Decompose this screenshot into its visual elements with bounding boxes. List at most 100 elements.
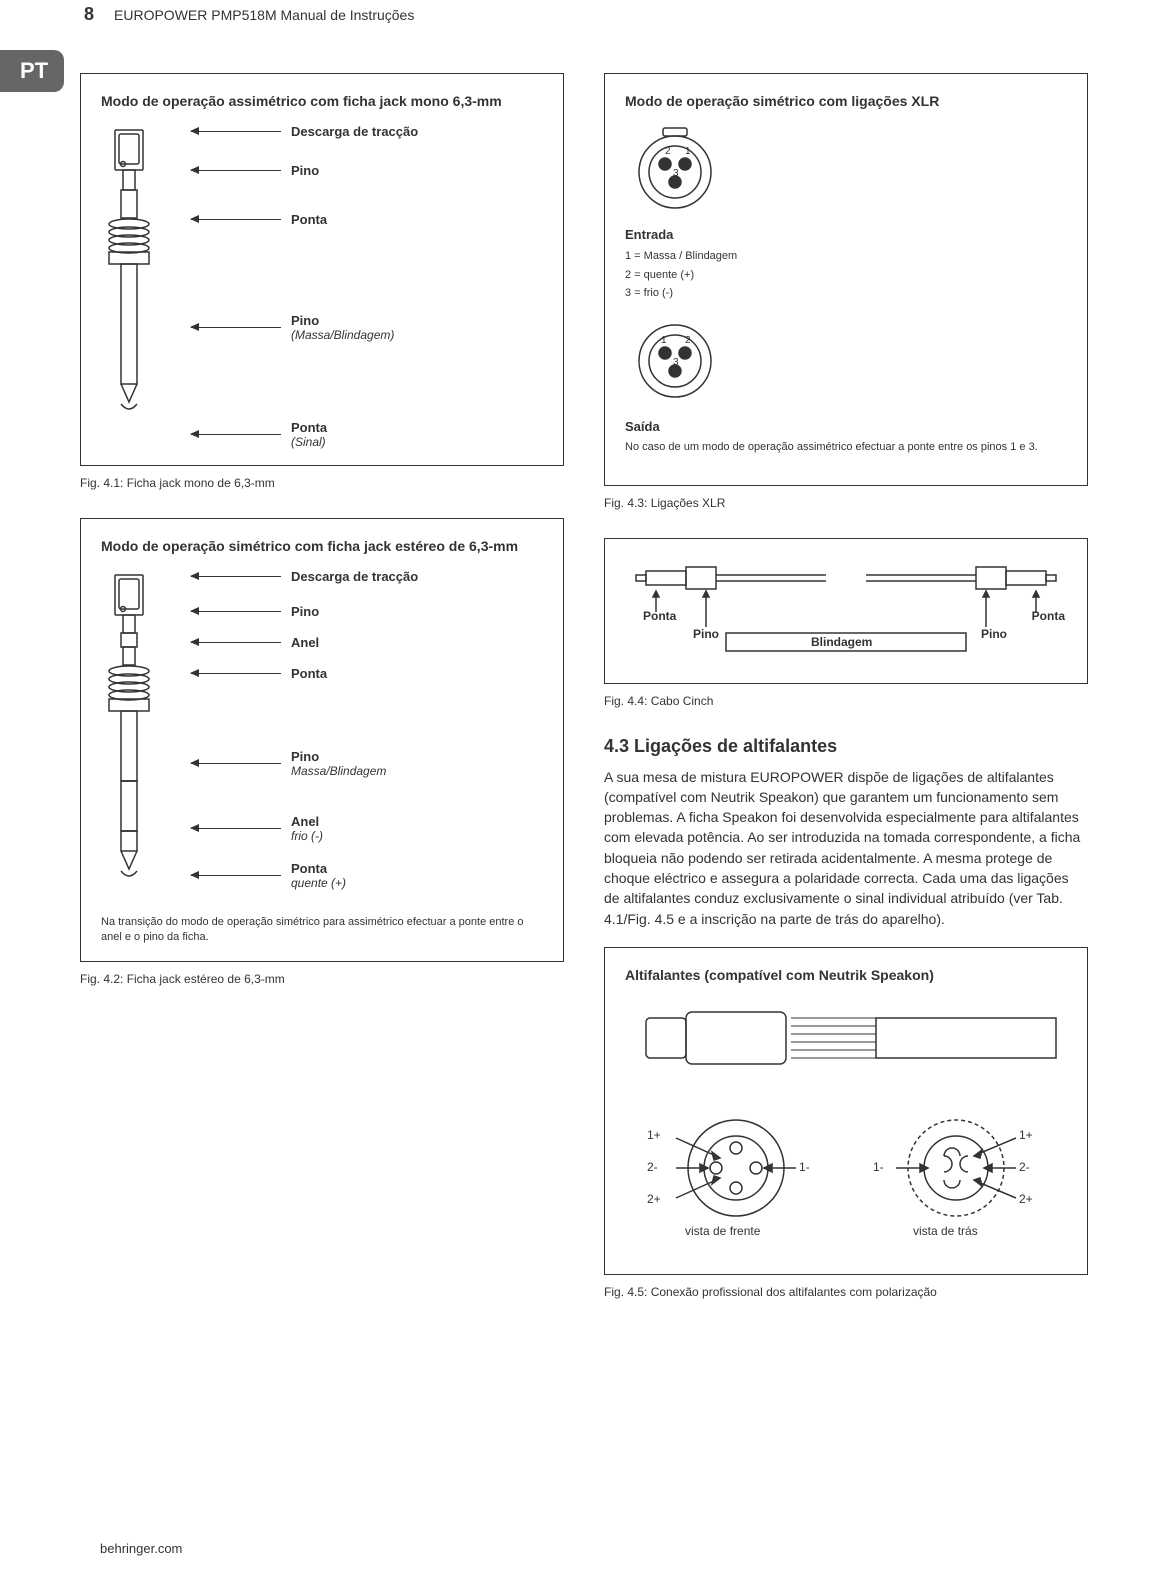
cinch-blindagem: Blindagem (811, 635, 872, 649)
figure-4-4-diagram: Ponta Ponta Pino Pino Blindagem (625, 557, 1067, 667)
xlr-output-section: 1 2 3 Saída No caso de um modo de operaç… (625, 316, 1067, 455)
speakon-back-1minus: 1- (873, 1160, 884, 1174)
arrow-left-icon (191, 875, 281, 876)
figure-4-2-note: Na transição do modo de operação simétri… (101, 915, 543, 945)
jack-label-text: Anel (291, 635, 319, 650)
arrow-left-icon (191, 131, 281, 132)
figure-4-4-caption: Fig. 4.4: Cabo Cinch (604, 694, 1088, 708)
pin-3-label-out: 3 (673, 357, 679, 368)
arrow-left-icon (191, 327, 281, 328)
arrow-left-icon (191, 673, 281, 674)
xlr-pin2-desc: 2 = quente (+) (625, 267, 1067, 284)
manual-title: EUROPOWER PMP518M Manual de Instruções (114, 7, 414, 23)
jack-label-sub: (Massa/Blindagem) (291, 328, 394, 342)
arrow-left-icon (191, 170, 281, 171)
jack-label-main: Descarga de tracção (291, 569, 418, 584)
jack-label-row: Pino(Massa/Blindagem) (191, 313, 543, 342)
figure-4-1-diagram: Descarga de tracçãoPinoPontaPino(Massa/B… (101, 124, 543, 449)
arrow-left-icon (191, 642, 281, 643)
jack-label-main: Pino (291, 749, 386, 764)
xlr-input-label: Entrada (625, 227, 1067, 242)
content-columns: Modo de operação assimétrico com ficha j… (80, 73, 1088, 1327)
cinch-cable-icon (625, 557, 1067, 667)
jack-label-text: Ponta(Sinal) (291, 420, 327, 449)
jack-label-text: Pontaquente (+) (291, 861, 346, 890)
jack-label-main: Pino (291, 604, 319, 619)
figure-4-1-title: Modo de operação assimétrico com ficha j… (101, 92, 543, 110)
arrow-left-icon (191, 576, 281, 577)
speakon-back-2minus: 2- (1019, 1160, 1030, 1174)
jack-label-text: PinoMassa/Blindagem (291, 749, 386, 778)
figure-4-2-box: Modo de operação simétrico com ficha jac… (80, 518, 564, 962)
figure-4-3-caption: Fig. 4.3: Ligações XLR (604, 496, 1088, 510)
figure-4-3-title: Modo de operação simétrico com ligações … (625, 92, 1067, 110)
jack-label-text: Ponta (291, 666, 327, 681)
figure-4-1-box: Modo de operação assimétrico com ficha j… (80, 73, 564, 466)
jack-label-main: Anel (291, 635, 319, 650)
jack-label-text: Anelfrio (-) (291, 814, 323, 843)
xlr-pin1-desc: 1 = Massa / Blindagem (625, 248, 1067, 265)
jack-label-row: Pino (191, 163, 543, 178)
jack-label-text: Pino (291, 163, 319, 178)
xlr-output-label: Saída (625, 419, 1067, 434)
pin-2-label: 2 (665, 146, 671, 157)
jack-label-row: Descarga de tracção (191, 124, 543, 139)
jack-label-sub: quente (+) (291, 876, 346, 890)
speakon-view-front: vista de frente (685, 1224, 760, 1238)
page-header: 8 EUROPOWER PMP518M Manual de Instruções (80, 0, 1088, 25)
figure-4-3-note: No caso de um modo de operação assimétri… (625, 440, 1067, 455)
jack-stereo-icon (101, 569, 165, 909)
language-tab: PT (0, 50, 64, 92)
speakon-front-1plus: 1+ (647, 1128, 661, 1142)
jack-label-main: Pino (291, 163, 319, 178)
jack-label-main: Ponta (291, 212, 327, 227)
jack-label-main: Pino (291, 313, 394, 328)
jack-label-row: Pontaquente (+) (191, 861, 543, 890)
jack-label-text: Pino(Massa/Blindagem) (291, 313, 394, 342)
pin-3-label: 3 (673, 168, 679, 179)
figure-4-2-title: Modo de operação simétrico com ficha jac… (101, 537, 543, 555)
jack-label-row: Anelfrio (-) (191, 814, 543, 843)
speakon-back-1plus: 1+ (1019, 1128, 1033, 1142)
figure-4-1-caption: Fig. 4.1: Ficha jack mono de 6,3-mm (80, 476, 564, 490)
footer-url: behringer.com (100, 1541, 182, 1556)
jack-label-text: Ponta (291, 212, 327, 227)
arrow-left-icon (191, 763, 281, 764)
speakon-view-back: vista de trás (913, 1224, 978, 1238)
jack-label-text: Pino (291, 604, 319, 619)
pin-1-label-out: 1 (661, 335, 667, 346)
jack-label-sub: (Sinal) (291, 435, 327, 449)
speakon-front-2minus: 2- (647, 1160, 658, 1174)
jack-label-text: Descarga de tracção (291, 569, 418, 584)
figure-4-4-box: Ponta Ponta Pino Pino Blindagem (604, 538, 1088, 684)
speakon-back-2plus: 2+ (1019, 1192, 1033, 1206)
pin-1-label: 1 (685, 146, 691, 157)
right-column: Modo de operação simétrico com ligações … (604, 73, 1088, 1327)
figure-4-5-title: Altifalantes (compatível com Neutrik Spe… (625, 966, 1067, 984)
speakon-icon (625, 998, 1067, 1258)
cinch-pino-right: Pino (981, 627, 1007, 641)
xlr-pin3-desc: 3 = frio (-) (625, 285, 1067, 302)
xlr-output-icon: 1 2 3 (625, 316, 725, 406)
arrow-left-icon (191, 219, 281, 220)
xlr-input-icon: 2 1 3 (625, 124, 725, 214)
jack-label-main: Ponta (291, 666, 327, 681)
left-column: Modo de operação assimétrico com ficha j… (80, 73, 564, 1327)
jack-label-row: Pino (191, 604, 543, 619)
jack-label-row: Ponta (191, 666, 543, 681)
section-4-3-body: A sua mesa de mistura EUROPOWER dispõe d… (604, 767, 1088, 929)
jack-label-row: Descarga de tracção (191, 569, 543, 584)
arrow-left-icon (191, 828, 281, 829)
jack-label-main: Anel (291, 814, 323, 829)
jack-label-row: Ponta (191, 212, 543, 227)
page-number: 8 (84, 4, 94, 25)
cinch-pino-left: Pino (693, 627, 719, 641)
speakon-front-1minus: 1- (799, 1160, 810, 1174)
xlr-input-section: 2 1 3 Entrada 1 = Massa / Blindagem 2 = … (625, 124, 1067, 302)
arrow-left-icon (191, 611, 281, 612)
figure-4-3-box: Modo de operação simétrico com ligações … (604, 73, 1088, 486)
jack-label-row: PinoMassa/Blindagem (191, 749, 543, 778)
figure-4-1-labels: Descarga de tracçãoPinoPontaPino(Massa/B… (191, 124, 543, 449)
jack-label-main: Descarga de tracção (291, 124, 418, 139)
jack-label-row: Anel (191, 635, 543, 650)
